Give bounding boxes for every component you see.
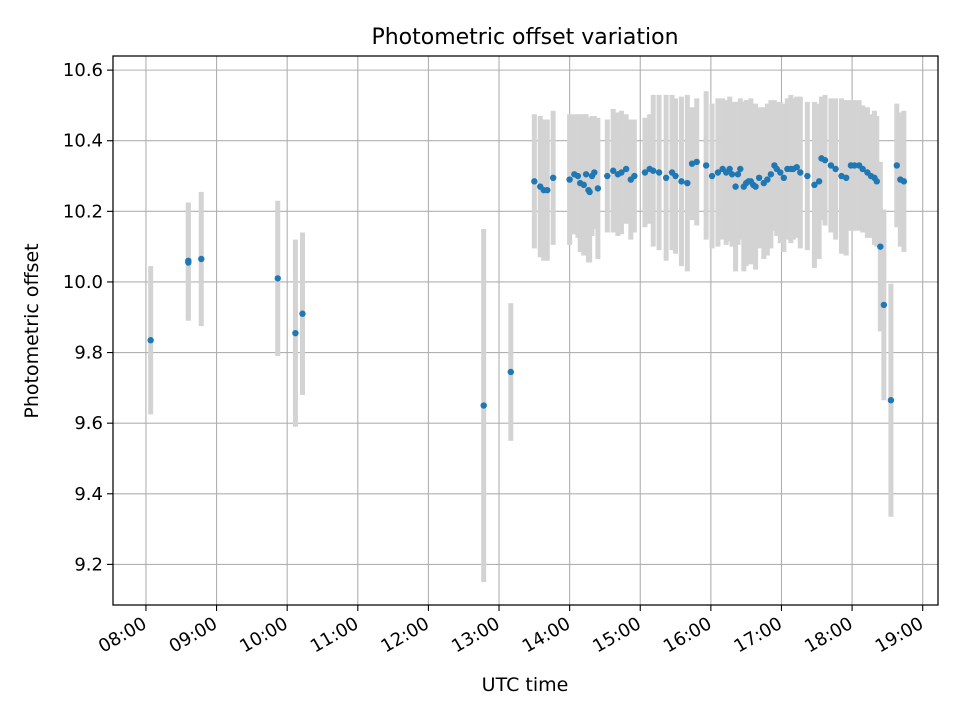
data-point bbox=[147, 337, 154, 344]
data-point bbox=[544, 186, 551, 194]
data-point bbox=[609, 167, 617, 174]
data-point bbox=[797, 169, 804, 176]
data-point bbox=[185, 259, 192, 266]
data-point bbox=[900, 178, 908, 185]
data-point bbox=[737, 165, 744, 173]
data-point bbox=[815, 178, 823, 185]
x-axis-label: UTC time bbox=[482, 674, 569, 696]
data-point bbox=[631, 172, 638, 180]
y-axis-ticks: 9.2 9.4 9.6 9.8 10.0 10.2 10.4 10.6 bbox=[63, 60, 113, 575]
y-tick-label: 9.4 bbox=[74, 484, 103, 505]
data-point bbox=[811, 181, 818, 189]
data-point bbox=[764, 176, 771, 183]
data-point bbox=[873, 178, 881, 185]
data-point bbox=[755, 174, 763, 182]
data-point bbox=[604, 172, 611, 180]
data-point bbox=[655, 169, 663, 176]
data-point bbox=[549, 174, 557, 182]
y-tick-label: 10.6 bbox=[63, 60, 103, 81]
data-point bbox=[777, 169, 784, 176]
data-point bbox=[622, 165, 630, 173]
data-point bbox=[767, 171, 775, 178]
data-point bbox=[586, 188, 593, 196]
data-point bbox=[618, 169, 625, 176]
y-axis-label: Photometric offset bbox=[21, 243, 43, 418]
data-point bbox=[832, 165, 839, 173]
data-point bbox=[793, 164, 800, 171]
y-tick-label: 9.6 bbox=[74, 413, 103, 434]
data-point bbox=[274, 275, 281, 282]
plot-frame bbox=[112, 55, 939, 606]
data-point bbox=[693, 158, 700, 166]
data-point bbox=[887, 397, 895, 404]
data-point bbox=[582, 171, 590, 178]
data-point bbox=[804, 172, 811, 180]
data-point bbox=[851, 162, 858, 169]
data-point bbox=[714, 169, 722, 176]
y-tick-label: 10.0 bbox=[63, 272, 103, 293]
data-point bbox=[708, 172, 716, 180]
y-tick-label: 10.4 bbox=[63, 131, 103, 152]
data-point bbox=[859, 165, 866, 173]
data-point bbox=[880, 301, 888, 309]
data-points bbox=[147, 155, 908, 409]
data-point bbox=[662, 174, 670, 182]
data-point bbox=[580, 181, 587, 189]
data-point bbox=[566, 176, 573, 183]
y-tick-label: 10.2 bbox=[63, 201, 103, 222]
data-point bbox=[827, 162, 835, 169]
data-point bbox=[641, 169, 649, 176]
data-point bbox=[678, 178, 685, 185]
data-point bbox=[734, 171, 742, 178]
data-point bbox=[507, 368, 514, 376]
data-point bbox=[821, 156, 829, 164]
data-point bbox=[893, 162, 901, 169]
data-point bbox=[726, 165, 733, 173]
data-point bbox=[843, 174, 850, 182]
data-point bbox=[591, 169, 598, 176]
data-point bbox=[728, 171, 736, 178]
data-point bbox=[574, 172, 582, 180]
data-point bbox=[480, 402, 487, 409]
data-point bbox=[684, 179, 691, 187]
y-tick-label: 9.8 bbox=[74, 343, 103, 364]
data-point bbox=[299, 310, 306, 317]
data-point bbox=[531, 178, 538, 185]
data-point bbox=[649, 167, 657, 174]
data-point bbox=[198, 255, 205, 263]
data-point bbox=[752, 183, 759, 190]
data-point bbox=[780, 174, 788, 182]
chart-title: Photometric offset variation bbox=[371, 25, 678, 50]
data-point bbox=[702, 162, 710, 169]
data-point bbox=[732, 183, 739, 190]
data-point bbox=[292, 329, 299, 337]
data-point bbox=[672, 172, 679, 180]
y-tick-label: 9.2 bbox=[74, 554, 103, 575]
data-point bbox=[594, 185, 602, 192]
data-point bbox=[877, 243, 884, 250]
